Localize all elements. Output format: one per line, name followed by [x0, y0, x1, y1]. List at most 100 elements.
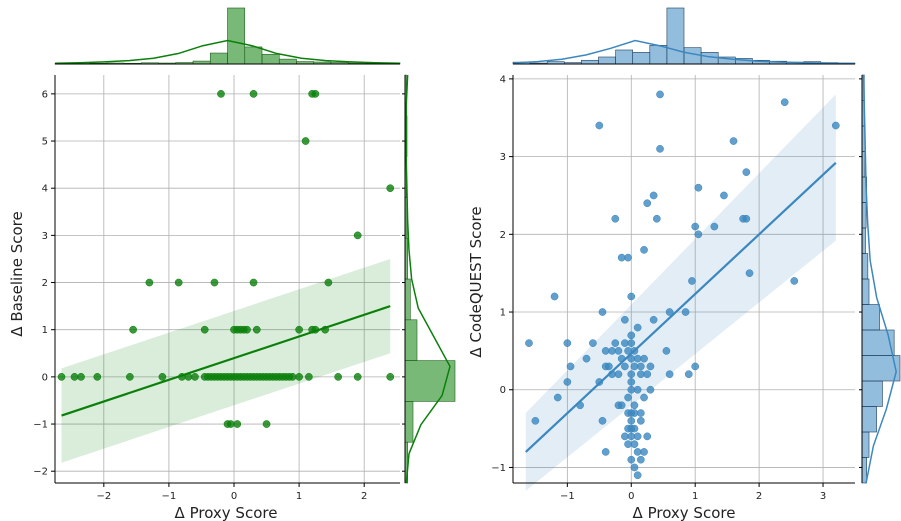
left-top-hist-bar	[244, 46, 263, 65]
right-top-marginal	[512, 7, 856, 65]
left-scatter-point	[353, 231, 362, 240]
left-scatter-point	[386, 373, 395, 381]
right-scatter-point	[688, 277, 696, 285]
left-side-hist-bar	[404, 278, 411, 321]
left-regression-line	[61, 305, 391, 417]
left-scatter-point	[210, 278, 219, 287]
right-scatter-point	[627, 331, 636, 340]
right-scatter-point	[656, 144, 664, 153]
right-scatter-point	[624, 253, 632, 262]
right-scatter-point	[694, 230, 703, 239]
right-side-hist-bar	[861, 253, 869, 280]
left-y-tick-label: 2	[42, 278, 48, 289]
right-scatter-point	[646, 362, 655, 371]
right-scatter-points	[525, 90, 840, 480]
right-scatter-point	[656, 90, 664, 99]
right-scatter-point	[652, 214, 661, 223]
right-scatter-point	[710, 222, 719, 231]
right-scatter-point	[665, 308, 674, 316]
right-x-tick-label: 3	[820, 491, 826, 502]
right-scatter-point	[643, 199, 652, 208]
right-side-kde-curve	[862, 74, 897, 484]
right-scatter-point	[525, 339, 533, 347]
right-scatter-point	[630, 440, 639, 448]
left-top-hist-bar	[227, 7, 246, 65]
right-scatter-point	[640, 246, 648, 254]
left-scatter-point	[158, 373, 167, 381]
left-scatter-point	[262, 420, 271, 428]
left-scatter-point	[311, 90, 320, 98]
left-top-kde-curve	[54, 39, 401, 64]
right-scatter-point	[627, 385, 636, 394]
left-x-tick-label: 0	[231, 491, 237, 502]
right-scatter-point	[621, 362, 629, 371]
right-x-tick-label: 0	[628, 491, 634, 502]
left-scatter-point	[57, 373, 66, 381]
right-scatter-point	[595, 121, 604, 130]
right-scatter-point	[637, 416, 645, 425]
right-scatter-point	[662, 347, 671, 355]
left-scatter-point	[145, 278, 154, 287]
left-scatter-point	[295, 373, 303, 381]
right-scatter-point	[665, 370, 674, 379]
right-scatter-point	[624, 409, 632, 417]
right-regression-line	[525, 162, 837, 453]
left-side-kde-curve	[405, 74, 451, 484]
right-scatter-point	[720, 191, 728, 200]
right-scatter-point	[630, 424, 639, 433]
left-scatter-point	[301, 137, 310, 145]
right-scatter-point	[627, 370, 636, 379]
right-scatter-point	[621, 315, 629, 324]
right-scatter-point	[633, 354, 642, 363]
left-x-tick-label: −2	[96, 491, 111, 502]
right-scatter-point	[637, 370, 645, 379]
right-x-tick-label: 2	[756, 491, 762, 502]
left-top-hist-bar	[261, 53, 280, 65]
right-side-hist-bar	[861, 202, 867, 229]
left-scatter-point	[217, 90, 225, 98]
right-top-hist-bar	[649, 45, 668, 65]
right-scatter-point	[566, 362, 575, 371]
right-scatter-point	[643, 432, 652, 441]
right-scatter-point	[630, 401, 639, 410]
left-side-hist-bar	[404, 360, 456, 402]
right-scatter-point	[624, 424, 632, 433]
right-scatter-point	[563, 378, 572, 386]
left-y-tick-label: −1	[33, 420, 48, 431]
right-scatter-point	[684, 370, 693, 379]
right-scatter-point	[633, 323, 642, 332]
right-scatter-point	[637, 409, 645, 417]
right-top-hist-bar	[632, 52, 651, 65]
right-top-hist-bar	[598, 56, 616, 65]
left-scatter-point	[334, 373, 343, 381]
right-scatter-point	[742, 214, 751, 223]
left-scatter-point	[126, 373, 134, 381]
right-side-hist-bar	[861, 304, 880, 331]
left-scatter-point	[295, 325, 303, 334]
left-y-tick-label: 4	[42, 184, 48, 195]
left-scatter-point	[93, 373, 102, 381]
right-scatter-point	[637, 455, 645, 464]
right-top-kde-curve	[512, 39, 856, 65]
right-scatter-point	[598, 416, 607, 425]
right-top-hist-bar	[581, 59, 599, 65]
left-scatter-point	[70, 373, 79, 381]
left-scatter-points	[57, 90, 395, 428]
right-scatter-point	[627, 455, 636, 464]
right-scatter-point	[550, 292, 559, 301]
right-scatter-point	[627, 432, 636, 441]
left-x-tick-label: 2	[361, 491, 367, 502]
right-scatter-point	[605, 362, 613, 371]
right-joint-plot: Δ Proxy Score Δ CodeQUEST Score −1 0 1 2 3 −1…	[467, 7, 901, 521]
right-side-hist-bar	[861, 406, 877, 433]
right-scatter-point	[614, 401, 623, 410]
left-scatter-point	[288, 373, 297, 381]
right-scatter-point	[633, 385, 642, 394]
left-scatter-point	[191, 373, 199, 381]
right-scatter-point	[598, 308, 607, 316]
right-scatter-point	[633, 432, 642, 441]
right-side-hist-bar	[861, 380, 883, 407]
left-top-hist-bar	[278, 58, 297, 65]
right-scatter-point	[691, 222, 700, 231]
